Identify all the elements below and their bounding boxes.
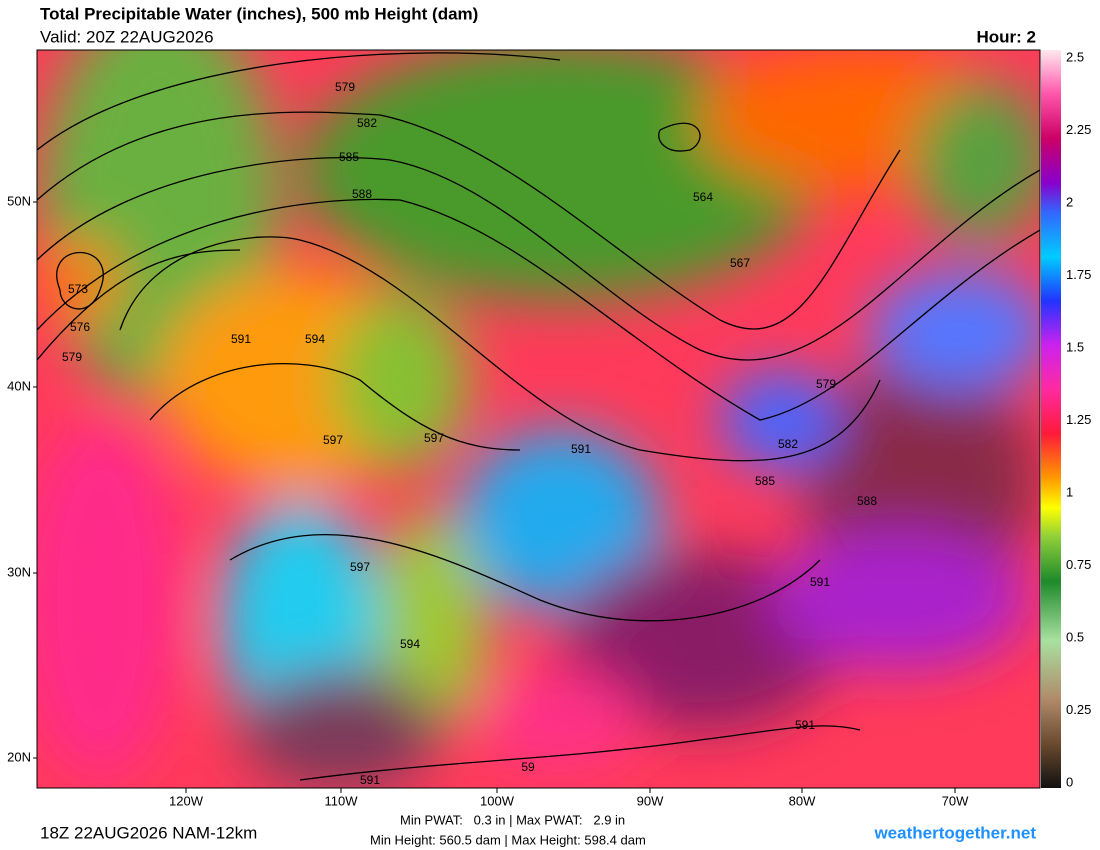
- title: Total Precipitable Water (inches), 500 m…: [40, 4, 478, 23]
- contour-label: 591: [571, 442, 591, 456]
- colorbar-label: 1: [1066, 484, 1073, 499]
- contour-label: 59: [521, 760, 535, 774]
- contour-label: 597: [350, 560, 370, 574]
- longitude-label: 100W: [480, 793, 515, 808]
- contour-label: 567: [730, 256, 750, 270]
- contour-label: 591: [795, 718, 815, 732]
- colorbar-label: 0: [1066, 774, 1073, 789]
- contour-label: 576: [70, 320, 90, 334]
- colorbar-label: 1.5: [1066, 339, 1084, 354]
- contour-label: 579: [816, 377, 836, 391]
- site-name: weathertogether.net: [873, 823, 1036, 842]
- contour-label: 588: [352, 187, 372, 201]
- colorbar-label: 0.25: [1066, 702, 1091, 717]
- colorbar: [1041, 50, 1061, 788]
- latitude-label: 30N: [7, 564, 31, 579]
- contour-label: 591: [810, 575, 830, 589]
- longitude-label: 110W: [325, 793, 359, 808]
- colorbar-label: 1.25: [1066, 412, 1091, 427]
- colorbar-label: 2: [1066, 194, 1073, 209]
- latitude-label: 20N: [7, 749, 31, 764]
- colorbar-label: 2.25: [1066, 122, 1091, 137]
- contour-label: 591: [360, 773, 380, 787]
- latitude-label: 40N: [7, 378, 31, 393]
- colorbar-label: 0.75: [1066, 557, 1091, 572]
- contour-label: 582: [357, 116, 377, 130]
- pwat-range: Min PWAT: 0.3 in | Max PWAT: 2.9 in: [400, 812, 625, 827]
- contour-label: 585: [339, 150, 359, 164]
- longitude-label: 120W: [169, 793, 204, 808]
- longitude-label: 80W: [789, 793, 816, 808]
- contour-label: 573: [68, 282, 88, 296]
- colorbar-label: 2.5: [1066, 49, 1084, 64]
- map: [37, 50, 1040, 788]
- colorbar-label: 1.75: [1066, 267, 1091, 282]
- colorbar-label: 0.5: [1066, 629, 1084, 644]
- contour-label: 579: [335, 80, 355, 94]
- contour-label: 597: [323, 433, 343, 447]
- contour-label: 591: [231, 332, 251, 346]
- contour-label: 588: [857, 494, 877, 508]
- contour-label: 594: [305, 332, 325, 346]
- longitude-label: 70W: [942, 793, 969, 808]
- latitude-label: 50N: [7, 193, 31, 208]
- contour-label: 585: [755, 474, 775, 488]
- longitude-label: 90W: [637, 793, 664, 808]
- contour-label: 594: [400, 637, 420, 651]
- model-run: 18Z 22AUG2026 NAM-12km: [40, 823, 257, 842]
- map-frame: [36, 49, 1041, 789]
- height-range: Min Height: 560.5 dam | Max Height: 598.…: [370, 832, 646, 847]
- forecast-hour: Hour: 2: [977, 27, 1037, 46]
- contour-label: 582: [778, 437, 798, 451]
- contour-label: 597: [424, 431, 444, 445]
- contour-label: 564: [693, 190, 713, 204]
- valid-time: Valid: 20Z 22AUG2026: [40, 27, 214, 46]
- contour-label: 579: [62, 350, 82, 364]
